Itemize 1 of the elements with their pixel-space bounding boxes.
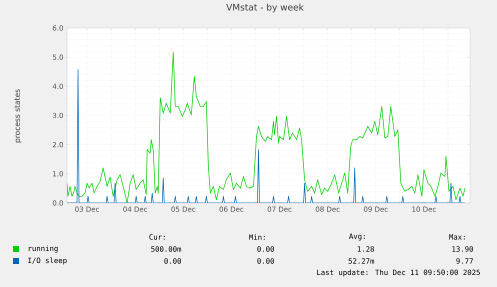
chart-title: VMstat - by week (226, 4, 304, 12)
